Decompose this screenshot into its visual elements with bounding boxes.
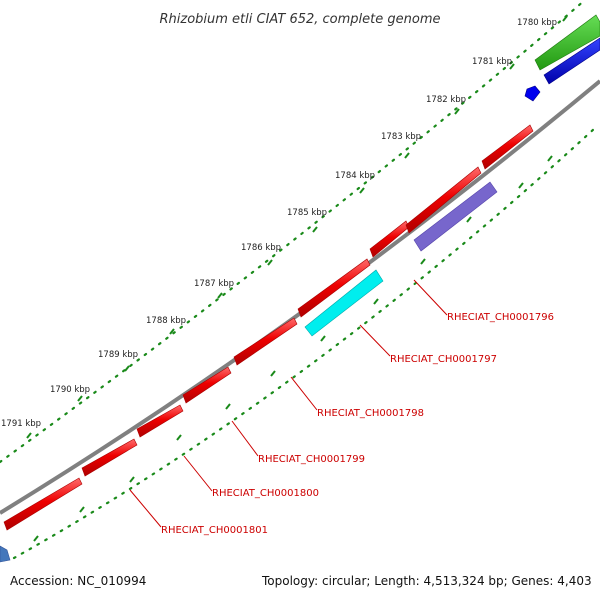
cds-feature[interactable] xyxy=(481,124,534,170)
minus-strand-features xyxy=(0,37,600,563)
ruler-label: 1786 kbp xyxy=(241,243,281,253)
ruler-label: 1780 kbp xyxy=(517,18,557,28)
callout-lines xyxy=(129,279,448,528)
gene-feature-blue-small[interactable] xyxy=(524,85,541,102)
ruler-label: 1788 kbp xyxy=(146,316,186,326)
gene-feature-steel[interactable] xyxy=(0,545,11,563)
ruler-label: 1783 kbp xyxy=(381,132,421,142)
gene-label[interactable]: RHECIAT_CH0001800 xyxy=(212,488,319,499)
ruler-label: 1789 kbp xyxy=(98,350,138,360)
cds-feature[interactable] xyxy=(297,258,371,318)
ruler-labels: 1780 kbp 1781 kbp 1782 kbp 1783 kbp 1784… xyxy=(1,18,557,429)
map-title: Rhizobium etli CIAT 652, complete genome xyxy=(160,12,441,27)
accession-text: Accession: NC_010994 xyxy=(10,574,147,588)
gene-label[interactable]: RHECIAT_CH0001801 xyxy=(161,525,268,536)
cds-feature[interactable] xyxy=(136,404,184,438)
cds-feature[interactable] xyxy=(81,438,138,477)
ruler-label: 1785 kbp xyxy=(287,208,327,218)
gene-label[interactable]: RHECIAT_CH0001797 xyxy=(390,354,497,365)
gene-labels: RHECIAT_CH0001796 RHECIAT_CH0001797 RHEC… xyxy=(161,312,554,536)
outer-ruler-ticks xyxy=(26,15,568,439)
gene-feature-green[interactable] xyxy=(534,14,600,71)
gene-feature-cyan[interactable] xyxy=(304,269,384,337)
ruler-label: 1790 kbp xyxy=(50,385,90,395)
inner-ruler-ticks xyxy=(33,155,553,542)
outer-ruler xyxy=(0,0,587,464)
gene-label[interactable]: RHECIAT_CH0001798 xyxy=(317,408,424,419)
gene-label[interactable]: RHECIAT_CH0001796 xyxy=(447,312,554,323)
cds-feature[interactable] xyxy=(405,166,482,234)
plus-strand-features xyxy=(3,14,600,531)
topology-text: Topology: circular; Length: 4,513,324 bp… xyxy=(262,574,592,588)
ruler-label: 1782 kbp xyxy=(426,95,466,105)
gene-label[interactable]: RHECIAT_CH0001799 xyxy=(258,454,365,465)
ruler-label: 1781 kbp xyxy=(472,57,512,67)
cds-feature[interactable] xyxy=(3,477,83,531)
cds-feature[interactable] xyxy=(182,366,232,404)
ruler-label: 1784 kbp xyxy=(335,171,375,181)
cds-feature[interactable] xyxy=(233,317,298,366)
gene-feature-blue[interactable] xyxy=(543,37,600,85)
ruler-label: 1791 kbp xyxy=(1,419,41,429)
ruler-label: 1787 kbp xyxy=(194,279,234,289)
gene-feature-purple[interactable] xyxy=(413,181,498,252)
inner-ruler xyxy=(12,126,597,560)
